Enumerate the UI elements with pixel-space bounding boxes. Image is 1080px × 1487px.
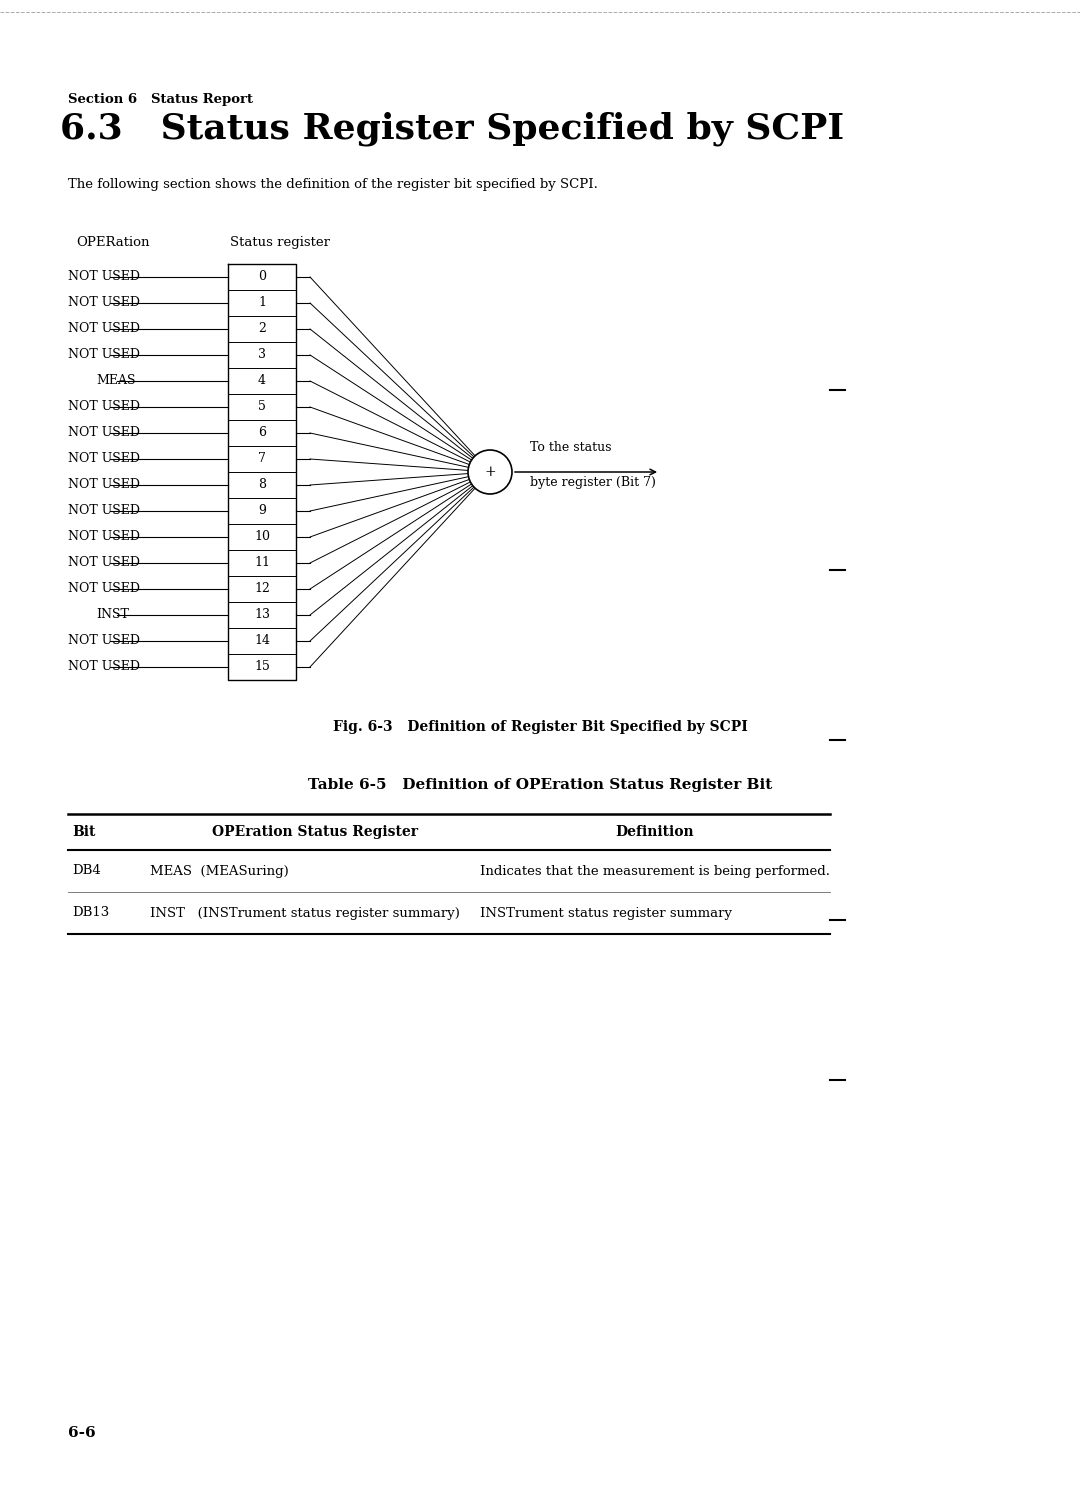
Text: DB4: DB4 bbox=[72, 864, 100, 877]
Text: NOT USED: NOT USED bbox=[68, 479, 140, 492]
Text: Status register: Status register bbox=[230, 236, 330, 248]
Text: 12: 12 bbox=[254, 583, 270, 595]
Text: NOT USED: NOT USED bbox=[68, 556, 140, 570]
Text: 9: 9 bbox=[258, 504, 266, 517]
Text: NOT USED: NOT USED bbox=[68, 531, 140, 544]
Text: 8: 8 bbox=[258, 479, 266, 492]
Text: 15: 15 bbox=[254, 660, 270, 674]
Text: Indicates that the measurement is being performed.: Indicates that the measurement is being … bbox=[480, 864, 831, 877]
Text: NOT USED: NOT USED bbox=[68, 271, 140, 284]
Text: Table 6-5   Definition of OPEration Status Register Bit: Table 6-5 Definition of OPEration Status… bbox=[308, 778, 772, 793]
Text: 7: 7 bbox=[258, 452, 266, 465]
Text: Fig. 6-3   Definition of Register Bit Specified by SCPI: Fig. 6-3 Definition of Register Bit Spec… bbox=[333, 720, 747, 735]
Text: NOT USED: NOT USED bbox=[68, 660, 140, 674]
Text: INSTrument status register summary: INSTrument status register summary bbox=[480, 907, 732, 919]
Text: 13: 13 bbox=[254, 608, 270, 622]
Text: 2: 2 bbox=[258, 323, 266, 336]
Text: INST   (INSTrument status register summary): INST (INSTrument status register summary… bbox=[150, 907, 460, 919]
Text: INST: INST bbox=[96, 608, 129, 622]
Text: NOT USED: NOT USED bbox=[68, 635, 140, 647]
Text: NOT USED: NOT USED bbox=[68, 400, 140, 413]
Text: 6-6: 6-6 bbox=[68, 1426, 96, 1439]
Text: MEAS  (MEASuring): MEAS (MEASuring) bbox=[150, 864, 288, 877]
Text: OPEration Status Register: OPEration Status Register bbox=[212, 825, 418, 839]
Text: +: + bbox=[484, 465, 496, 479]
Text: OPERation: OPERation bbox=[76, 236, 149, 248]
Text: NOT USED: NOT USED bbox=[68, 348, 140, 361]
Text: NOT USED: NOT USED bbox=[68, 323, 140, 336]
Text: To the status: To the status bbox=[530, 442, 611, 454]
Text: 6.3   Status Register Specified by SCPI: 6.3 Status Register Specified by SCPI bbox=[60, 112, 845, 147]
Text: 3: 3 bbox=[258, 348, 266, 361]
Text: Bit: Bit bbox=[72, 825, 95, 839]
Text: 0: 0 bbox=[258, 271, 266, 284]
Text: The following section shows the definition of the register bit specified by SCPI: The following section shows the definiti… bbox=[68, 178, 598, 190]
Text: 10: 10 bbox=[254, 531, 270, 544]
Text: NOT USED: NOT USED bbox=[68, 583, 140, 595]
Text: NOT USED: NOT USED bbox=[68, 452, 140, 465]
Text: 4: 4 bbox=[258, 375, 266, 388]
Text: 11: 11 bbox=[254, 556, 270, 570]
Text: 5: 5 bbox=[258, 400, 266, 413]
Text: NOT USED: NOT USED bbox=[68, 427, 140, 440]
Text: byte register (Bit 7): byte register (Bit 7) bbox=[530, 476, 656, 489]
Text: MEAS: MEAS bbox=[96, 375, 135, 388]
Text: DB13: DB13 bbox=[72, 907, 109, 919]
Text: NOT USED: NOT USED bbox=[68, 504, 140, 517]
Text: 6: 6 bbox=[258, 427, 266, 440]
Text: Section 6   Status Report: Section 6 Status Report bbox=[68, 94, 253, 106]
Text: 14: 14 bbox=[254, 635, 270, 647]
Text: NOT USED: NOT USED bbox=[68, 296, 140, 309]
Text: Definition: Definition bbox=[616, 825, 694, 839]
Text: 1: 1 bbox=[258, 296, 266, 309]
Circle shape bbox=[468, 451, 512, 494]
